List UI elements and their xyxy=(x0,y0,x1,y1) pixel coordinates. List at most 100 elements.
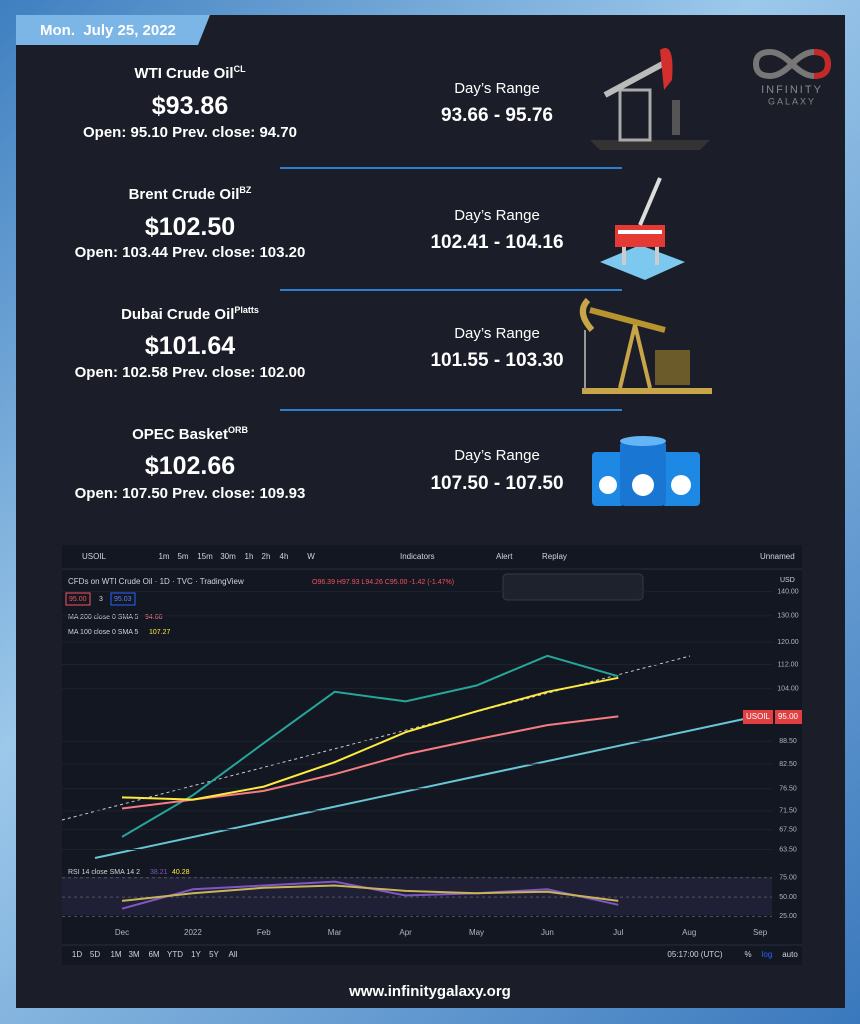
ask-box xyxy=(110,592,136,606)
y-tick-label: 112.00 xyxy=(778,661,799,668)
x-tick-label: Aug xyxy=(682,928,696,937)
alert-button[interactable]: Alert xyxy=(496,552,513,561)
x-tick-label: Jun xyxy=(541,928,554,937)
layout-name[interactable]: Unnamed xyxy=(760,552,795,561)
y-tick-label: 130.00 xyxy=(777,613,799,620)
currency: USD xyxy=(780,577,795,584)
y-tick-label: 71.50 xyxy=(779,808,797,815)
quote-name: Brent Crude OilBZ xyxy=(90,185,290,203)
rsi-sma-value: 40.28 xyxy=(172,869,190,876)
pumpjack-icon xyxy=(579,297,712,394)
website: www.infinitygalaxy.org xyxy=(348,983,511,1000)
indicators-button[interactable]: Indicators xyxy=(400,552,435,561)
price-label-box xyxy=(743,710,773,724)
quote-name-text: WTI Crude Oil xyxy=(134,65,234,82)
auto-toggle[interactable]: auto xyxy=(782,950,798,959)
bid-box xyxy=(65,592,91,606)
y-tick-label: 63.50 xyxy=(779,846,797,853)
x-tick-label: Feb xyxy=(257,928,271,937)
quote-code: BZ xyxy=(239,185,252,195)
barrels-icon xyxy=(592,436,700,506)
time: 05:17:00 (UTC) xyxy=(667,950,722,959)
range-button[interactable]: 5Y xyxy=(209,950,219,959)
quote-code: ORB xyxy=(227,425,248,435)
range-button[interactable]: 5D xyxy=(90,950,100,959)
range-button[interactable]: 1M xyxy=(110,950,121,959)
ma200-legend: MA 200 close 0 SMA 5 xyxy=(68,614,139,621)
spread: 3 xyxy=(99,596,103,603)
y-tick-label: 25.00 xyxy=(779,913,797,920)
platform-icon xyxy=(600,177,685,280)
quote-code: CL xyxy=(233,64,246,74)
separators xyxy=(280,167,622,411)
quote-open-prev: Open: 95.10 Prev. close: 94.70 xyxy=(82,124,297,141)
quote-name: WTI Crude OilCL xyxy=(90,64,290,82)
ma100-legend: MA 100 close 0 SMA 5 xyxy=(68,629,139,636)
replay-button[interactable]: Replay xyxy=(542,552,567,561)
y-tick-label: 88.50 xyxy=(779,738,797,745)
logo-text: INFINITY xyxy=(761,84,823,96)
percent-toggle[interactable]: % xyxy=(744,950,751,959)
price-label-value: 95.00 xyxy=(778,712,799,721)
quote-price: $93.86 xyxy=(151,92,229,120)
y-tick-label: 50.00 xyxy=(779,894,797,901)
y-tick-label: 104.00 xyxy=(777,685,799,692)
quote-open-prev: Open: 103.44 Prev. close: 103.20 xyxy=(74,244,306,261)
ma100-value: 107.27 xyxy=(149,629,171,636)
y-tick-label: 67.50 xyxy=(779,826,797,833)
x-tick-label: Sep xyxy=(753,928,768,937)
range-button[interactable]: 1D xyxy=(72,950,82,959)
pump-icon xyxy=(590,48,710,150)
series-line xyxy=(121,654,619,838)
rsi-legend: RSI 14 close SMA 14 2 xyxy=(68,869,140,876)
rsi-value: 38.21 xyxy=(150,869,168,876)
range-value: 93.66 - 95.76 xyxy=(441,105,553,126)
interval-button[interactable]: 4h xyxy=(280,552,289,561)
interval-button[interactable]: 2h xyxy=(262,552,271,561)
y-tick-label: 75.00 xyxy=(779,875,797,882)
interval-button[interactable]: 1h xyxy=(245,552,254,561)
range-button[interactable]: 6M xyxy=(148,950,159,959)
logo-text: GALAXY xyxy=(768,96,816,106)
range-button[interactable]: All xyxy=(229,950,238,959)
quote-price: $102.50 xyxy=(144,213,236,241)
x-tick-label: Jul xyxy=(613,928,623,937)
symbol[interactable]: USOIL xyxy=(82,552,107,561)
series-line xyxy=(121,884,619,902)
quote-price: $102.66 xyxy=(144,452,236,480)
x-tick-label: Mar xyxy=(328,928,342,937)
y-tick-label: 120.00 xyxy=(777,639,799,646)
x-tick-label: 2022 xyxy=(184,928,202,937)
price-label-box xyxy=(775,710,802,724)
quote-open-prev: Open: 102.58 Prev. close: 102.00 xyxy=(74,364,306,381)
interval-button[interactable]: 15m xyxy=(197,552,213,561)
logo: INFINITY GALAXY xyxy=(752,48,832,106)
ask: 95.03 xyxy=(114,596,132,603)
x-tick-label: Dec xyxy=(115,928,129,937)
quote-name-text: Brent Crude Oil xyxy=(128,186,240,203)
range-label: Day’s Range xyxy=(454,207,540,224)
interval-button[interactable]: 1m xyxy=(158,552,169,561)
range-button[interactable]: 3M xyxy=(128,950,139,959)
quote-price: $101.64 xyxy=(144,332,236,360)
bid: 95.00 xyxy=(69,596,87,603)
price-label-symbol: USOIL xyxy=(746,712,771,721)
range-button[interactable]: YTD xyxy=(167,950,183,959)
drawing-toolbar xyxy=(502,573,644,601)
quote-code: Platts xyxy=(234,305,259,315)
interval-button[interactable]: 30m xyxy=(220,552,236,561)
log-toggle[interactable]: log xyxy=(762,950,773,959)
range-value: 101.55 - 103.30 xyxy=(430,350,564,371)
legend-ohlc: O96.39 H97.93 L94.26 C95.00 -1.42 (-1.47… xyxy=(312,579,454,586)
range-value: 102.41 - 104.16 xyxy=(430,232,564,253)
interval-button[interactable]: 5m xyxy=(177,552,188,561)
x-tick-label: Apr xyxy=(399,928,412,937)
y-tick-label: 76.50 xyxy=(779,786,797,793)
trend-line xyxy=(94,712,773,859)
range-button[interactable]: 1Y xyxy=(191,950,201,959)
interval-button[interactable]: W xyxy=(307,552,315,561)
y-tick-label: 82.50 xyxy=(779,761,797,768)
quote-name-text: OPEC Basket xyxy=(132,426,228,443)
